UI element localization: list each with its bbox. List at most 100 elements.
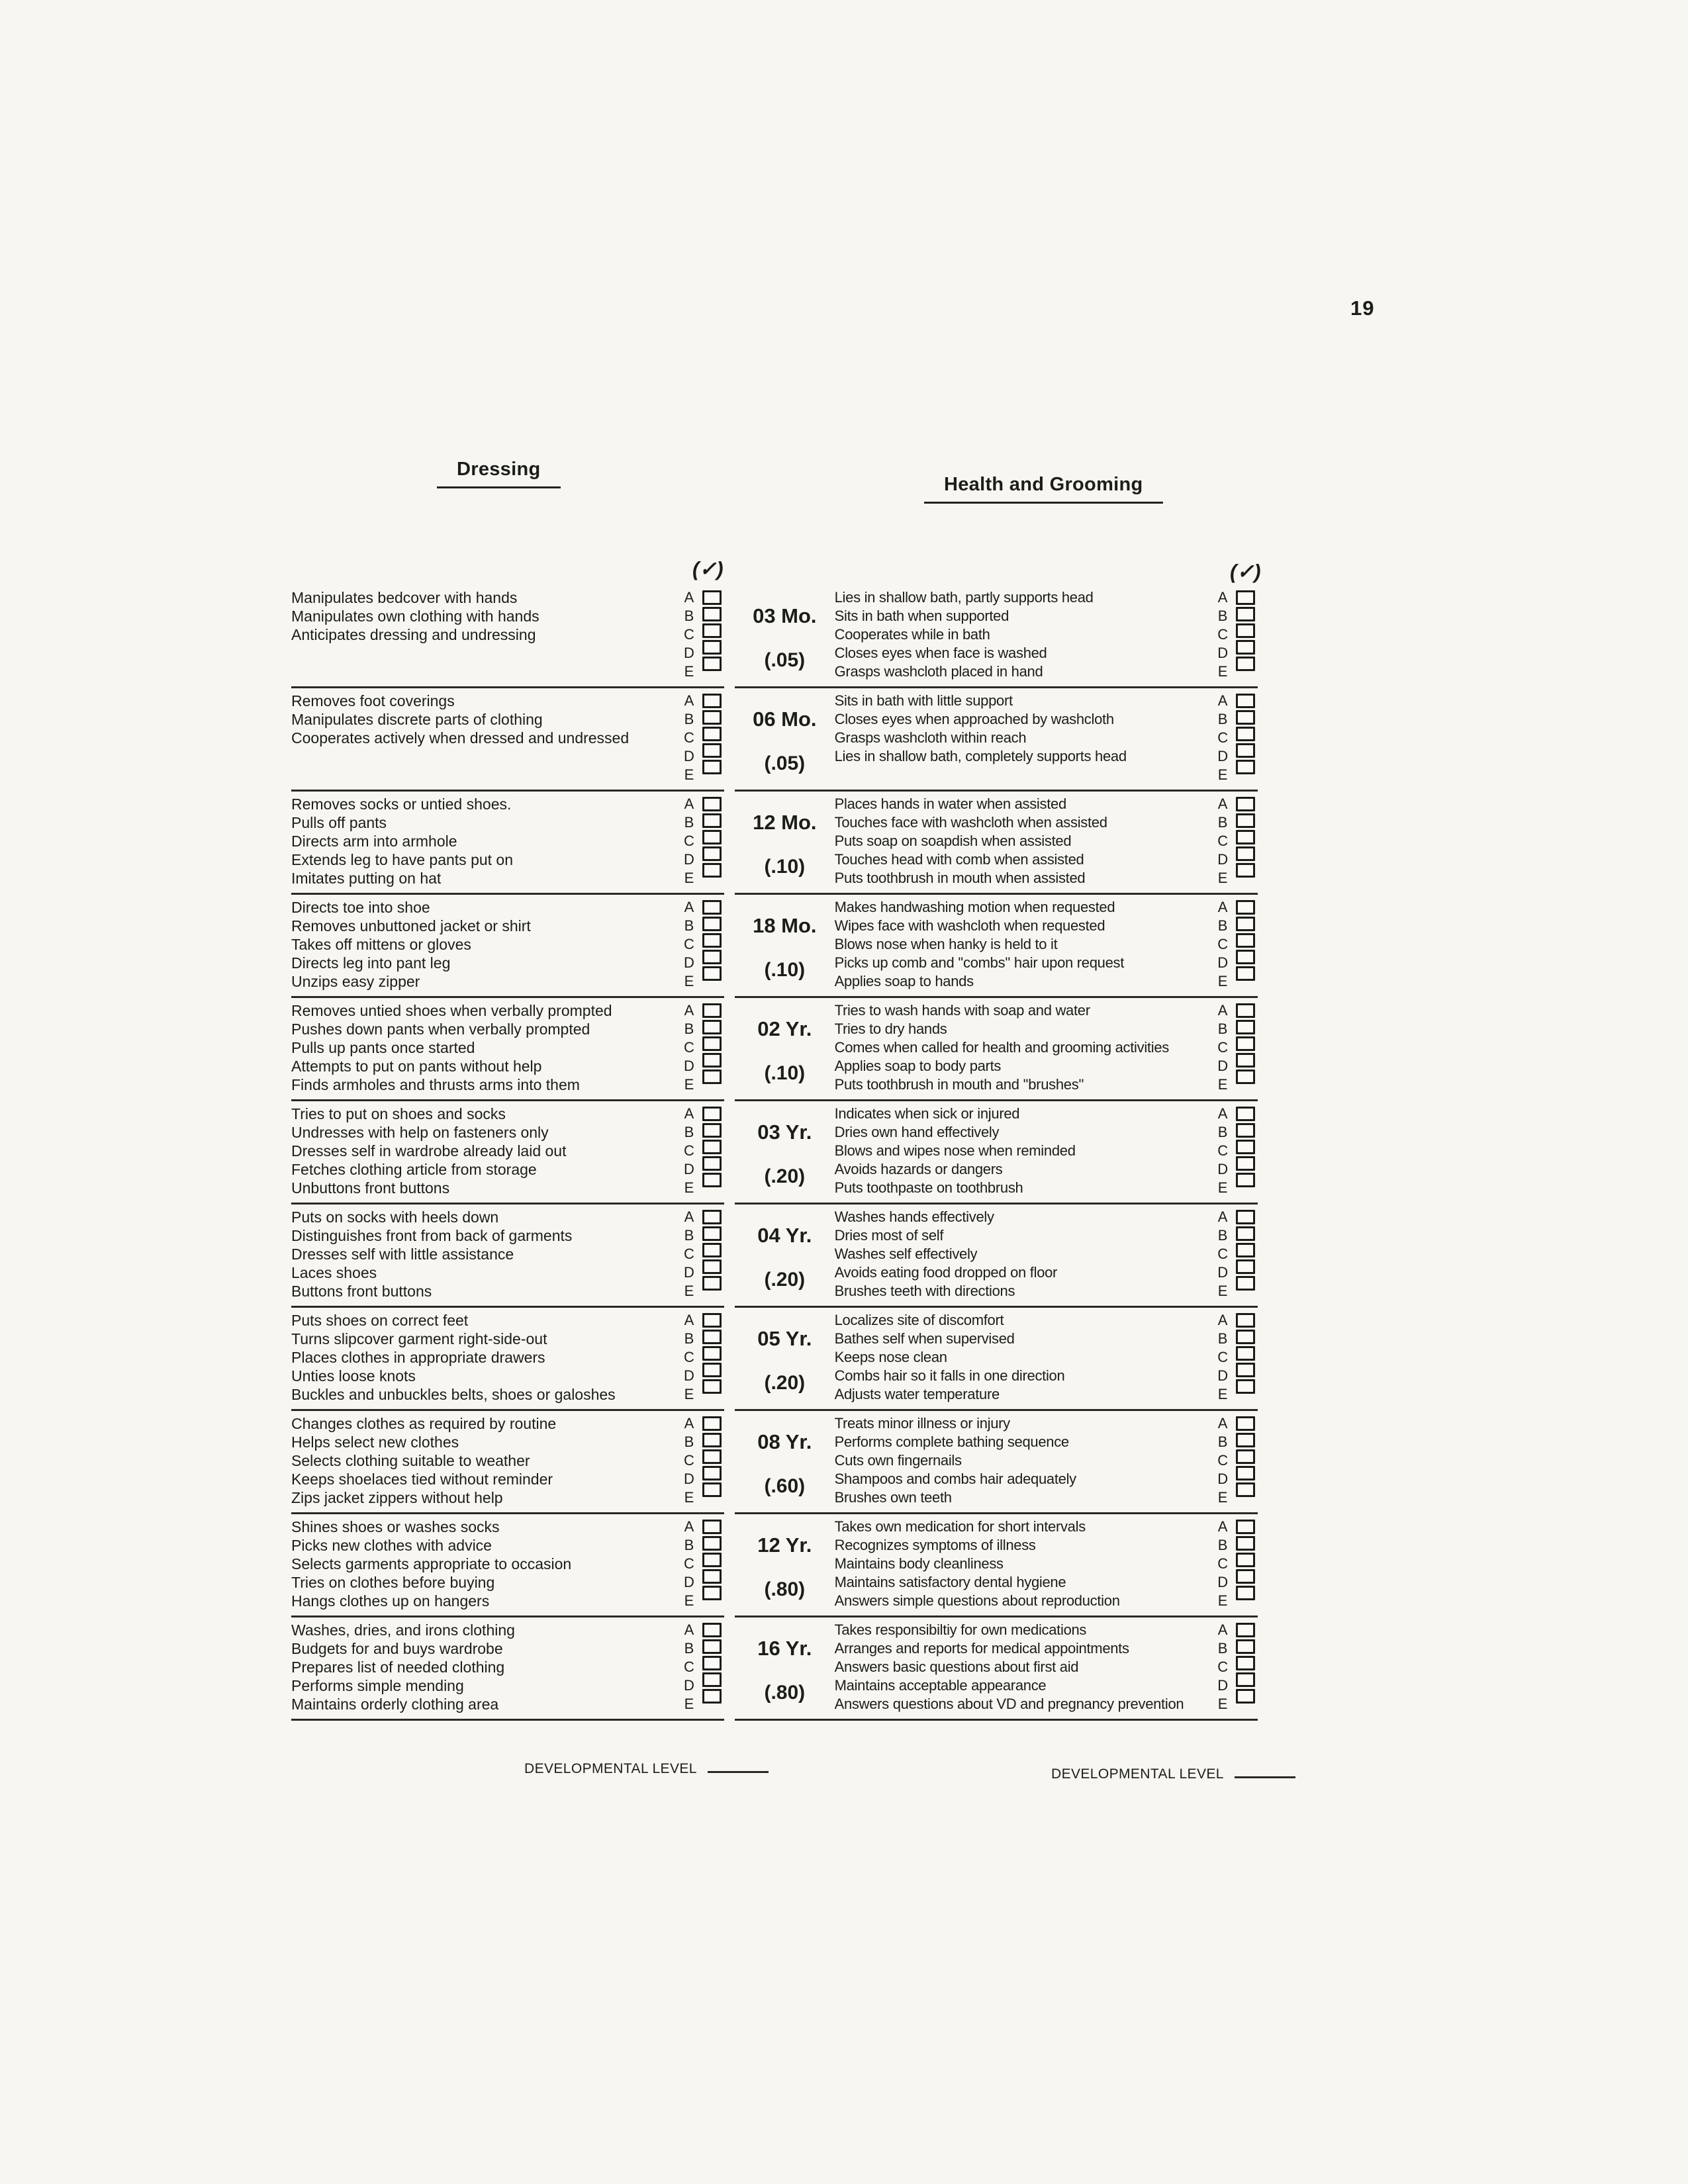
score-checkbox[interactable] — [702, 1482, 722, 1497]
score-checkbox[interactable] — [1236, 1553, 1256, 1567]
score-checkbox[interactable] — [702, 1036, 722, 1051]
score-checkbox[interactable] — [702, 1416, 722, 1431]
score-checkbox[interactable] — [702, 933, 722, 948]
developmental-level-blank[interactable] — [1234, 1764, 1295, 1778]
score-checkbox[interactable] — [1236, 1416, 1256, 1431]
score-checkbox[interactable] — [1236, 590, 1256, 605]
score-checkbox[interactable] — [1236, 640, 1256, 655]
score-checkbox[interactable] — [1236, 1482, 1256, 1497]
score-checkbox[interactable] — [1236, 760, 1256, 774]
score-checkbox[interactable] — [702, 1363, 722, 1377]
score-checkbox[interactable] — [702, 1449, 722, 1464]
score-checkbox[interactable] — [1236, 1569, 1256, 1584]
score-checkbox[interactable] — [1236, 727, 1256, 741]
score-checkbox[interactable] — [702, 640, 722, 655]
score-checkbox[interactable] — [1236, 1466, 1256, 1480]
score-checkbox[interactable] — [702, 1156, 722, 1171]
score-checkbox[interactable] — [702, 657, 722, 671]
score-checkbox[interactable] — [1236, 1689, 1256, 1704]
score-checkbox[interactable] — [702, 1173, 722, 1187]
score-checkbox[interactable] — [1236, 1259, 1256, 1274]
score-checkbox[interactable] — [702, 1586, 722, 1600]
score-checkbox[interactable] — [1236, 1226, 1256, 1241]
score-checkbox[interactable] — [1236, 846, 1256, 861]
score-checkbox[interactable] — [1236, 1036, 1256, 1051]
score-checkbox[interactable] — [702, 830, 722, 844]
score-checkbox[interactable] — [702, 1123, 722, 1138]
score-checkbox[interactable] — [702, 1053, 722, 1068]
score-checkbox[interactable] — [1236, 933, 1256, 948]
score-checkbox[interactable] — [702, 797, 722, 811]
score-checkbox[interactable] — [1236, 900, 1256, 915]
score-checkbox[interactable] — [702, 1003, 722, 1018]
score-checkbox[interactable] — [702, 623, 722, 638]
score-checkbox[interactable] — [1236, 1140, 1256, 1154]
score-checkbox[interactable] — [1236, 1656, 1256, 1670]
score-checkbox[interactable] — [1236, 917, 1256, 931]
score-checkbox[interactable] — [1236, 1313, 1256, 1328]
score-checkbox[interactable] — [1236, 1520, 1256, 1534]
score-checkbox[interactable] — [1236, 797, 1256, 811]
score-checkbox[interactable] — [702, 710, 722, 725]
score-checkbox[interactable] — [1236, 1639, 1256, 1654]
score-checkbox[interactable] — [702, 900, 722, 915]
score-checkbox[interactable] — [702, 966, 722, 981]
score-checkbox[interactable] — [702, 607, 722, 621]
score-checkbox[interactable] — [702, 760, 722, 774]
score-checkbox[interactable] — [702, 1313, 722, 1328]
score-checkbox[interactable] — [702, 1243, 722, 1257]
score-checkbox[interactable] — [702, 1020, 722, 1034]
score-checkbox[interactable] — [702, 1520, 722, 1534]
score-checkbox[interactable] — [702, 1553, 722, 1567]
score-checkbox[interactable] — [1236, 743, 1256, 758]
score-checkbox[interactable] — [1236, 1330, 1256, 1344]
score-checkbox[interactable] — [1236, 950, 1256, 964]
score-checkbox[interactable] — [1236, 1536, 1256, 1551]
score-checkbox[interactable] — [1236, 657, 1256, 671]
score-checkbox[interactable] — [702, 813, 722, 828]
score-checkbox[interactable] — [1236, 1379, 1256, 1394]
score-checkbox[interactable] — [702, 1330, 722, 1344]
score-checkbox[interactable] — [702, 727, 722, 741]
score-checkbox[interactable] — [702, 1656, 722, 1670]
score-checkbox[interactable] — [702, 1210, 722, 1224]
score-checkbox[interactable] — [1236, 1107, 1256, 1121]
score-checkbox[interactable] — [702, 1107, 722, 1121]
score-checkbox[interactable] — [702, 1346, 722, 1361]
score-checkbox[interactable] — [1236, 1276, 1256, 1291]
score-checkbox[interactable] — [1236, 607, 1256, 621]
score-checkbox[interactable] — [1236, 1173, 1256, 1187]
score-checkbox[interactable] — [702, 1569, 722, 1584]
score-checkbox[interactable] — [1236, 830, 1256, 844]
score-checkbox[interactable] — [1236, 1003, 1256, 1018]
score-checkbox[interactable] — [1236, 1672, 1256, 1687]
score-checkbox[interactable] — [1236, 1243, 1256, 1257]
developmental-level-blank[interactable] — [707, 1759, 769, 1773]
score-checkbox[interactable] — [702, 1672, 722, 1687]
score-checkbox[interactable] — [1236, 1069, 1256, 1084]
score-checkbox[interactable] — [702, 1069, 722, 1084]
score-checkbox[interactable] — [702, 1466, 722, 1480]
score-checkbox[interactable] — [702, 1433, 722, 1447]
score-checkbox[interactable] — [1236, 966, 1256, 981]
score-checkbox[interactable] — [702, 846, 722, 861]
score-checkbox[interactable] — [1236, 1346, 1256, 1361]
score-checkbox[interactable] — [1236, 623, 1256, 638]
score-checkbox[interactable] — [1236, 863, 1256, 878]
score-checkbox[interactable] — [702, 1259, 722, 1274]
score-checkbox[interactable] — [702, 1639, 722, 1654]
score-checkbox[interactable] — [1236, 1123, 1256, 1138]
score-checkbox[interactable] — [1236, 1210, 1256, 1224]
score-checkbox[interactable] — [702, 917, 722, 931]
score-checkbox[interactable] — [1236, 813, 1256, 828]
score-checkbox[interactable] — [1236, 1020, 1256, 1034]
score-checkbox[interactable] — [702, 1536, 722, 1551]
score-checkbox[interactable] — [1236, 1156, 1256, 1171]
score-checkbox[interactable] — [1236, 1053, 1256, 1068]
score-checkbox[interactable] — [1236, 1623, 1256, 1637]
score-checkbox[interactable] — [1236, 710, 1256, 725]
score-checkbox[interactable] — [702, 694, 722, 708]
score-checkbox[interactable] — [1236, 694, 1256, 708]
score-checkbox[interactable] — [702, 1379, 722, 1394]
score-checkbox[interactable] — [702, 1140, 722, 1154]
